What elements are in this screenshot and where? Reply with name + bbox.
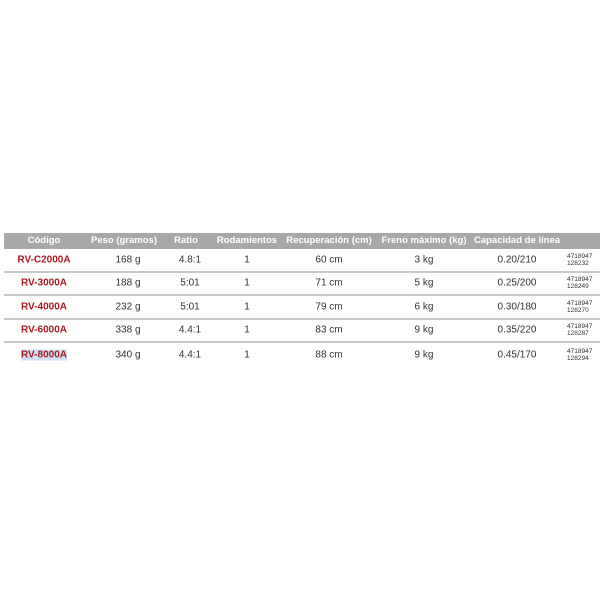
cell-rodamientos: 1 xyxy=(244,349,250,361)
header-capacidad: Capacidad de línea xyxy=(473,235,561,246)
cell-recuperacion: 83 cm xyxy=(315,324,343,336)
cell-freno: 3 kg xyxy=(414,254,434,266)
cell-ratio: 4.8:1 xyxy=(178,254,202,266)
cell-recuperacion: 71 cm xyxy=(315,277,343,289)
cell-rodamientos: 1 xyxy=(244,324,250,336)
cell-ean: 4718947 128232 xyxy=(567,253,592,267)
cell-peso: 188 g xyxy=(115,277,141,289)
cell-capacidad: 0.25/200 xyxy=(497,277,537,289)
header-rodamientos: Rodamientos xyxy=(216,235,278,246)
ean-line-1: 4718947 xyxy=(567,323,593,331)
table-row: RV-3000A 188 g 5:01 1 71 cm 5 kg 0.25/200 47189… xyxy=(4,273,600,296)
cell-rodamientos: 1 xyxy=(244,254,250,266)
ean-line-1: 4718947 xyxy=(567,347,593,355)
cell-code: RV-4000A xyxy=(21,301,67,313)
header-peso: Peso (gramos) xyxy=(91,235,157,246)
ean-line-2: 128294 xyxy=(567,354,589,362)
cell-capacidad: 0.30/180 xyxy=(497,301,537,313)
table-header: Código Peso (gramos) Ratio Rodamientos R… xyxy=(4,233,600,249)
cell-ean: 4718947 128287 xyxy=(567,323,592,337)
table-row: RV-6000A 338 g 4.4:1 1 83 cm 9 kg 0.35/220 4718… xyxy=(4,320,600,343)
header-recuperacion: Recuperación (cm) xyxy=(286,235,372,246)
cell-recuperacion: 79 cm xyxy=(315,301,343,313)
cell-ean: 4718947 128270 xyxy=(567,300,592,314)
cell-rodamientos: 1 xyxy=(244,301,250,313)
cell-capacidad: 0.20/210 xyxy=(497,254,537,266)
cell-rodamientos: 1 xyxy=(244,277,250,289)
cell-ratio: 4.4:1 xyxy=(178,349,202,361)
cell-ratio: 5:01 xyxy=(180,277,200,289)
header-ratio: Ratio xyxy=(174,235,198,246)
ean-line-2: 128287 xyxy=(567,330,589,338)
ean-line-2: 128249 xyxy=(567,283,589,291)
cell-ratio: 4.4:1 xyxy=(178,324,202,336)
spec-table: Código Peso (gramos) Ratio Rodamientos R… xyxy=(4,233,600,367)
table-row: RV-4000A 232 g 5:01 1 79 cm 6 kg 0.30/180 47189… xyxy=(4,296,600,320)
ean-line-2: 128270 xyxy=(567,306,589,314)
ean-line-2: 128232 xyxy=(567,259,589,267)
cell-peso: 340 g xyxy=(115,349,141,361)
cell-peso: 168 g xyxy=(115,254,141,266)
header-codigo: Código xyxy=(27,235,61,246)
cell-code: RV-3000A xyxy=(21,277,67,289)
cell-freno: 9 kg xyxy=(414,324,434,336)
cell-recuperacion: 88 cm xyxy=(315,349,343,361)
header-freno: Freno máximo (kg) xyxy=(381,235,467,246)
cell-freno: 9 kg xyxy=(414,349,434,361)
cell-ratio: 5:01 xyxy=(180,301,200,313)
cell-freno: 5 kg xyxy=(414,277,434,289)
ean-line-1: 4718947 xyxy=(567,252,593,260)
cell-ean: 4718947 128249 xyxy=(567,276,592,290)
cell-peso: 232 g xyxy=(115,301,141,313)
ean-line-1: 4718947 xyxy=(567,299,593,307)
cell-ean: 4718947 128294 xyxy=(567,348,592,362)
cell-recuperacion: 60 cm xyxy=(315,254,343,266)
table-row: RV-8000A 340 g 4.4:1 1 88 cm 9 kg 0.45/170 4718… xyxy=(4,343,600,367)
cell-freno: 6 kg xyxy=(414,301,434,313)
ean-line-1: 4718947 xyxy=(567,276,593,284)
cell-peso: 338 g xyxy=(115,324,141,336)
cell-code: RV-6000A xyxy=(21,324,67,336)
cell-code: RV-C2000A xyxy=(17,254,71,266)
cell-capacidad: 0.35/220 xyxy=(497,324,537,336)
cell-capacidad: 0.45/170 xyxy=(497,349,537,361)
cell-code: RV-8000A xyxy=(21,349,67,361)
table-row: RV-C2000A 168 g 4.8:1 1 60 cm 3 kg 0.20/210 471… xyxy=(4,249,600,273)
